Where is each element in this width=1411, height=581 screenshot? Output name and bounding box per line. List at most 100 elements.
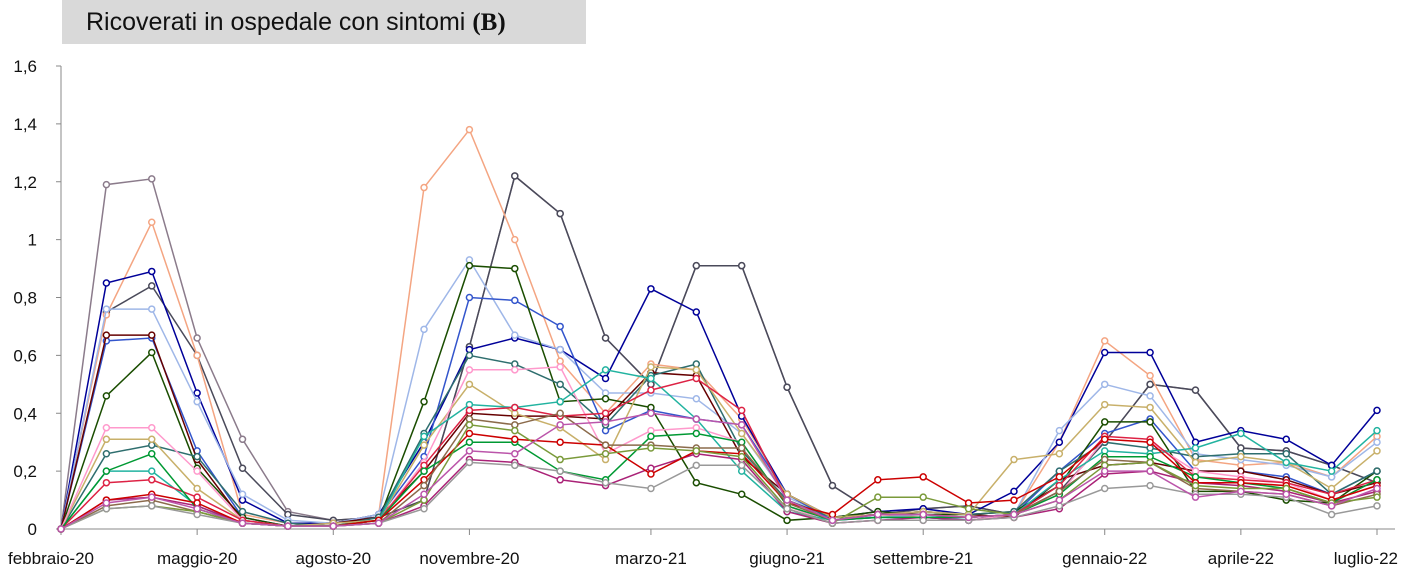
data-point <box>1373 447 1381 455</box>
data-point <box>692 447 701 455</box>
data-point <box>1100 400 1109 409</box>
chart-title-box: Ricoverati in ospedale con sintomi (B) <box>62 0 586 44</box>
data-point <box>1146 380 1154 389</box>
data-point <box>148 218 156 227</box>
data-point <box>556 209 564 218</box>
y-tick-label: 0,8 <box>13 289 37 308</box>
data-point <box>511 366 519 374</box>
data-point <box>1100 484 1109 493</box>
data-point <box>465 406 474 415</box>
data-point <box>1010 455 1018 464</box>
data-point <box>102 331 111 339</box>
data-point <box>601 395 610 403</box>
data-point <box>737 444 746 452</box>
data-point <box>601 334 610 342</box>
data-point <box>1237 487 1245 496</box>
data-point <box>193 351 201 360</box>
data-point <box>148 450 156 458</box>
series-path <box>60 264 1378 530</box>
data-point <box>1100 418 1109 426</box>
data-point <box>1191 493 1200 501</box>
data-point <box>148 305 156 313</box>
data-point <box>692 366 701 374</box>
data-point <box>102 499 111 507</box>
data-point <box>1373 467 1381 475</box>
y-tick-label: 1,2 <box>13 173 37 192</box>
data-point <box>1010 487 1018 496</box>
data-point <box>511 435 519 444</box>
data-point <box>601 374 610 383</box>
data-point <box>1282 450 1290 458</box>
x-tick-label: agosto-20 <box>295 549 371 568</box>
data-point <box>737 421 746 429</box>
data-point <box>647 444 655 452</box>
data-point <box>692 374 701 383</box>
data-point <box>1100 337 1109 345</box>
series-line <box>57 293 1381 533</box>
data-point <box>193 389 201 397</box>
data-point <box>102 279 111 287</box>
data-point <box>737 429 746 438</box>
data-point <box>465 458 474 467</box>
data-point <box>102 392 111 400</box>
data-point <box>57 525 65 533</box>
data-point <box>1146 481 1154 490</box>
data-point <box>1055 426 1064 435</box>
data-point <box>511 172 519 180</box>
x-tick-label: giugno-21 <box>749 549 825 568</box>
data-point <box>783 504 791 513</box>
data-point <box>692 261 701 270</box>
y-tick-label: 0,2 <box>13 462 37 481</box>
x-tick-label: gennaio-22 <box>1062 549 1147 568</box>
data-point <box>420 432 428 441</box>
data-point <box>465 380 474 389</box>
data-point <box>556 467 564 475</box>
data-point <box>556 397 564 406</box>
data-point <box>556 345 564 354</box>
data-point <box>148 423 156 432</box>
data-point <box>193 452 201 461</box>
series-line <box>57 267 1381 533</box>
data-point <box>1146 467 1154 475</box>
data-point <box>1282 490 1290 499</box>
x-tick-label: maggio-20 <box>157 549 237 568</box>
data-point <box>647 432 655 441</box>
data-point <box>1327 467 1336 475</box>
y-tick-label: 1 <box>28 231 37 250</box>
data-point <box>556 409 564 417</box>
chart-title-main: Ricoverati in ospedale con sintomi <box>86 8 473 36</box>
data-point <box>420 441 428 449</box>
data-point <box>601 441 610 449</box>
data-point <box>874 493 882 501</box>
data-point <box>1055 496 1064 504</box>
data-point <box>1146 418 1154 426</box>
data-point <box>511 331 519 339</box>
data-point <box>692 415 701 423</box>
data-point <box>737 490 746 499</box>
data-point <box>148 348 156 357</box>
data-point <box>511 264 519 273</box>
data-point <box>919 493 927 501</box>
data-point <box>1191 386 1200 394</box>
data-point <box>465 293 474 302</box>
chart-title: Ricoverati in ospedale con sintomi (B) <box>86 8 506 37</box>
data-point <box>1282 435 1290 444</box>
data-point <box>1373 493 1381 501</box>
data-point <box>1146 392 1154 400</box>
data-point <box>601 366 610 374</box>
data-point <box>1100 380 1109 389</box>
data-point <box>601 418 610 426</box>
data-point <box>1100 435 1109 444</box>
data-point <box>193 484 201 493</box>
data-point <box>284 522 292 530</box>
data-point <box>148 282 156 290</box>
data-point <box>1100 467 1109 475</box>
data-point <box>964 504 973 513</box>
data-point <box>148 331 156 339</box>
data-point <box>783 516 791 525</box>
data-point <box>1282 458 1290 467</box>
data-point <box>511 461 519 470</box>
data-point <box>102 423 111 432</box>
data-point <box>1373 502 1381 510</box>
data-point <box>465 351 474 360</box>
